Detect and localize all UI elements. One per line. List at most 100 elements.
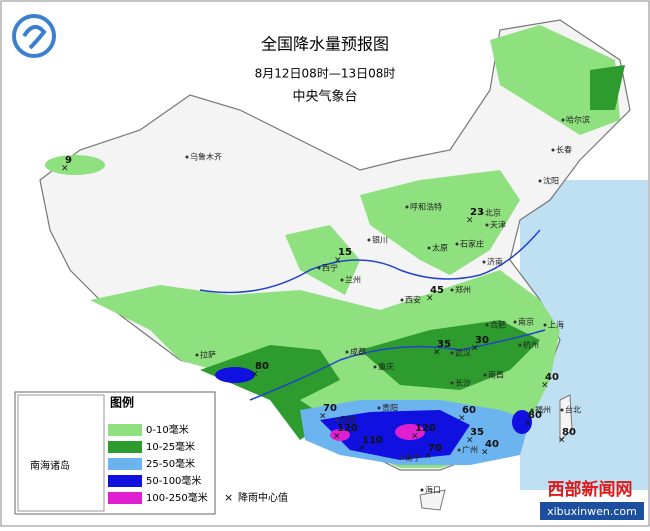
watermark-url: xibuxinwen.com xyxy=(547,505,637,518)
legend-label: 100-250毫米 xyxy=(146,491,208,504)
legend-label: 0-10毫米 xyxy=(146,423,189,436)
center-mark: × xyxy=(458,414,466,424)
city-label: 贵阳 xyxy=(382,403,398,413)
city-label: 兰州 xyxy=(345,275,361,285)
hainan xyxy=(419,489,446,511)
city-label: 沈阳 xyxy=(543,176,559,186)
rain-area xyxy=(512,410,532,434)
city-label: 南昌 xyxy=(488,370,504,380)
rain-center: 40 xyxy=(485,439,499,450)
city-label: 西宁 xyxy=(322,263,338,273)
rain-center: 60 xyxy=(462,405,476,416)
city-label: 天津 xyxy=(490,220,506,230)
city-dot xyxy=(377,406,381,410)
city-dot xyxy=(538,179,542,183)
city-dot xyxy=(551,148,555,152)
city-dot xyxy=(345,350,349,354)
rain-area xyxy=(330,429,350,441)
rain-center: 70 xyxy=(428,443,442,454)
city-label: 北京 xyxy=(485,208,501,218)
rain-area xyxy=(395,424,425,440)
rain-center: 23 xyxy=(470,207,484,218)
city-dot xyxy=(485,223,489,227)
city-label: 武汉 xyxy=(455,348,471,358)
city-dot xyxy=(457,448,461,452)
city-label: 福州 xyxy=(535,406,551,415)
city-dot xyxy=(400,456,404,460)
city-dot xyxy=(530,408,534,412)
city-dot xyxy=(420,488,424,492)
rain-area xyxy=(285,225,360,295)
rain-center: 80 xyxy=(255,361,269,372)
logo-mark xyxy=(22,24,47,50)
city-dot xyxy=(405,205,409,209)
city-dot xyxy=(482,260,486,264)
city-dot xyxy=(317,266,321,270)
period: 8月12日08时—13日08时 xyxy=(255,67,396,81)
logo-ring xyxy=(12,14,56,58)
legend-label: 50-100毫米 xyxy=(146,474,201,487)
taiwan xyxy=(559,394,573,442)
rain-area xyxy=(360,320,540,390)
center-mark: × xyxy=(61,164,69,174)
legend-label: 25-50毫米 xyxy=(146,457,195,470)
rain-center: 35 xyxy=(437,339,451,350)
legend-items: 0-10毫米 10-25毫米 25-50毫米 50-100毫米 100-250毫米 xyxy=(108,423,208,504)
legend-swatch xyxy=(108,492,142,504)
title: 全国降水量预报图 xyxy=(261,35,389,54)
city-dot xyxy=(480,211,484,215)
city-dot xyxy=(335,418,339,422)
legend-swatch xyxy=(108,424,142,436)
rivers xyxy=(199,229,546,401)
center-mark: × xyxy=(466,436,474,446)
center-mark: × xyxy=(319,412,327,422)
rain-area xyxy=(215,367,255,383)
city-dot xyxy=(373,365,377,369)
city-dot xyxy=(518,343,522,347)
center-mark: × xyxy=(334,256,342,266)
rain-center: 35 xyxy=(470,427,484,438)
legend-label: 10-25毫米 xyxy=(146,440,195,453)
city-label: 合肥 xyxy=(490,320,506,330)
rain-centers: ×9×23×15×45×35 ×30×80×40×70×120×110 ×120×6… xyxy=(61,155,576,462)
center-mark: × xyxy=(426,294,434,304)
city-label: 成都 xyxy=(350,347,366,357)
city-dot xyxy=(340,278,344,282)
rain-area xyxy=(590,65,625,110)
center-mark: × xyxy=(481,448,489,458)
city-label: 海口 xyxy=(425,485,441,495)
city-dot xyxy=(185,155,189,159)
city-label: 上海 xyxy=(548,320,564,330)
city-label: 台北 xyxy=(565,405,581,415)
rain-areas xyxy=(45,25,625,468)
rain-center: 110 xyxy=(362,435,383,446)
city-dot xyxy=(367,238,371,242)
logo xyxy=(12,14,56,58)
rain-center: 120 xyxy=(337,423,358,434)
rain-center: 120 xyxy=(415,423,436,434)
rain-area xyxy=(490,25,620,135)
city-label: 呼和浩特 xyxy=(410,202,442,212)
city-dot xyxy=(483,373,487,377)
city-label: 济南 xyxy=(487,257,503,267)
rain-center: 80 xyxy=(528,410,542,421)
city-dot xyxy=(400,298,404,302)
center-mark: × xyxy=(524,419,532,429)
city-label: 长沙 xyxy=(455,378,471,388)
city-label: 重庆 xyxy=(378,362,394,372)
center-mark: × xyxy=(251,370,259,380)
city-label: 哈尔滨 xyxy=(566,115,590,125)
city-label: 太原 xyxy=(432,243,448,253)
city-dot xyxy=(485,323,489,327)
rain-center: 30 xyxy=(475,335,489,346)
center-mark: × xyxy=(471,344,479,354)
city-label: 西安 xyxy=(405,295,421,305)
center-mark: × xyxy=(358,444,366,454)
rain-center: 40 xyxy=(545,372,559,383)
inset xyxy=(17,394,105,512)
city-dot xyxy=(450,351,454,355)
inset-label: 南海诸岛 xyxy=(30,459,70,472)
rain-area xyxy=(320,410,470,460)
center-mark: × xyxy=(411,432,419,442)
